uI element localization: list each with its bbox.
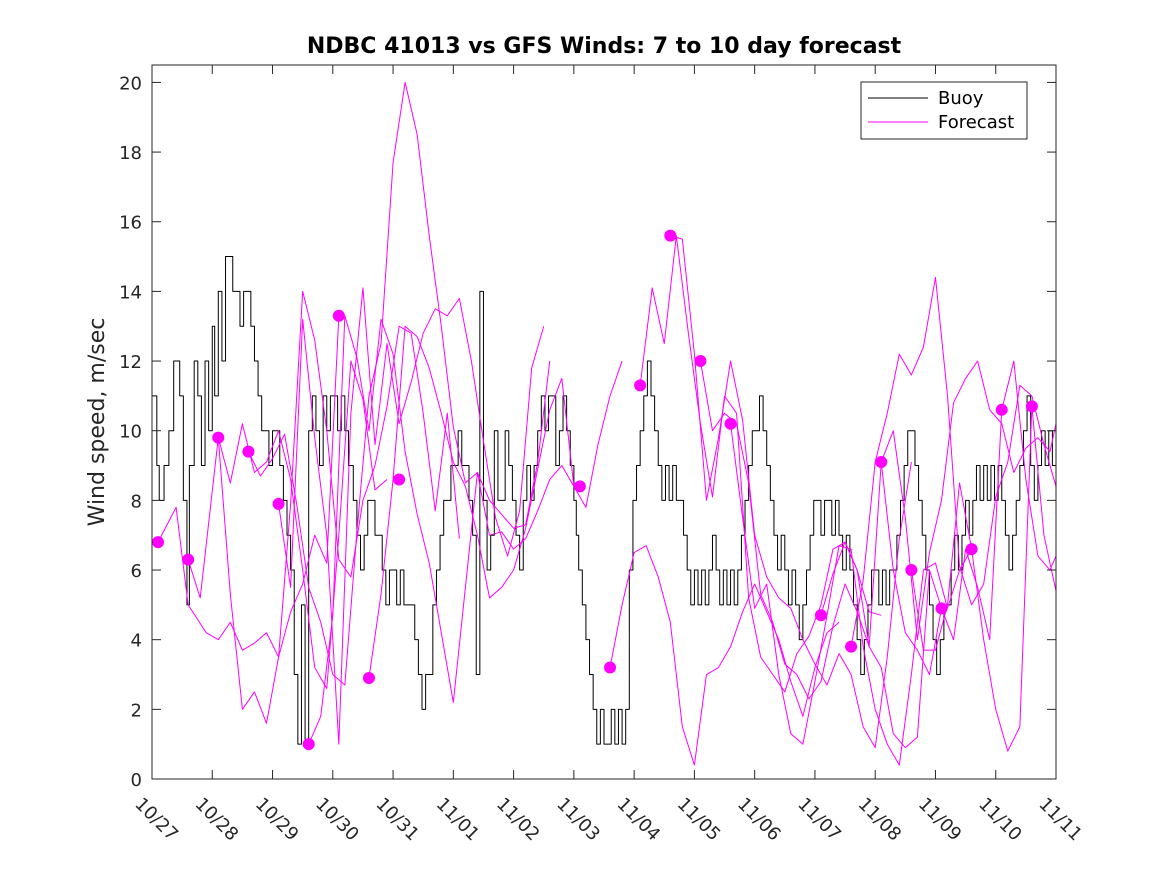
forecast-start-marker [965, 543, 978, 556]
y-tick-label: 12 [119, 352, 142, 373]
forecast-start-marker [604, 661, 617, 674]
y-tick-label: 6 [131, 561, 142, 582]
forecast-start-marker [664, 229, 677, 242]
forecast-series-line-13 [820, 360, 1057, 648]
forecast-start-marker [362, 672, 375, 684]
forecast-start-marker [393, 473, 406, 486]
forecast-start-marker [152, 536, 165, 549]
forecast-series-line-9 [639, 235, 882, 693]
y-axis-label: Wind speed, m/sec [85, 318, 110, 527]
forecast-start-marker [242, 445, 255, 458]
forecast-start-marker [845, 640, 858, 653]
forecast-start-marker [995, 403, 1008, 416]
forecast-series-line-12 [730, 423, 973, 766]
forecast-series-line-3 [217, 290, 460, 724]
forecast-start-marker [875, 456, 888, 469]
legend-buoy-label: Buoy [938, 88, 984, 109]
y-tick-label: 10 [119, 422, 142, 443]
plot-frame [151, 64, 1057, 780]
forecast-start-marker [182, 553, 195, 566]
forecast-series-line-8 [609, 545, 840, 766]
y-tick-label: 4 [131, 631, 142, 652]
y-tick-label: 16 [119, 213, 142, 234]
forecast-start-marker [272, 497, 285, 510]
chart-title: NDBC 41013 vs GFS Winds: 7 to 10 day for… [307, 34, 902, 59]
forecast-series-line-4 [247, 81, 551, 686]
forecast-start-marker [905, 564, 918, 577]
forecast-start-marker [814, 609, 827, 622]
y-tick-label: 0 [131, 770, 142, 791]
y-tick-label: 2 [131, 700, 142, 721]
forecast-start-marker [573, 480, 586, 493]
legend-box [860, 81, 1028, 140]
forecast-series-line-15 [880, 360, 1057, 676]
forecast-start-marker [935, 602, 948, 615]
plot-content [152, 81, 1057, 766]
forecast-series-line-14 [850, 276, 1057, 647]
y-tick-label: 18 [119, 143, 142, 164]
forecast-start-marker [302, 738, 315, 751]
forecast-start-marker [634, 379, 647, 392]
forecast-series-line-1 [157, 315, 340, 658]
forecast-series-line-5 [278, 287, 545, 745]
y-tick-label: 20 [119, 73, 142, 94]
forecast-series-line-11 [699, 360, 942, 749]
forecast-start-marker [724, 417, 737, 430]
forecast-start-marker [694, 355, 707, 368]
forecast-series-line-6 [308, 315, 575, 745]
forecast-start-marker [212, 431, 225, 444]
forecast-start-marker [1025, 400, 1038, 413]
y-tick-label: 14 [119, 282, 142, 303]
legend: Buoy Forecast [860, 81, 1028, 140]
y-tick-label: 8 [131, 491, 142, 512]
forecast-series-line-10 [670, 235, 912, 749]
legend-forecast-label: Forecast [938, 112, 1014, 133]
forecast-series-line-7 [368, 325, 623, 679]
forecast-start-marker [332, 309, 345, 322]
